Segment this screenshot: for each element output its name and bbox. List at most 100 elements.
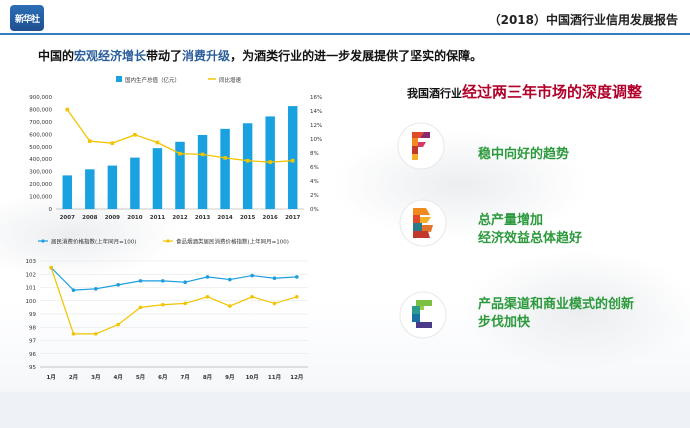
cpi-point bbox=[71, 288, 76, 292]
y2-tick-label: 2% bbox=[310, 193, 319, 199]
letter-f-mosaic-icon bbox=[397, 122, 445, 170]
x-tick-label: 11月 bbox=[268, 373, 281, 381]
feature-line: 经济效益总体趋好 bbox=[478, 231, 583, 246]
growth-point bbox=[223, 156, 227, 160]
intro-part: 中国的 bbox=[38, 49, 75, 63]
gdp-bar bbox=[107, 165, 118, 209]
y-tick-label: 800,000 bbox=[29, 107, 52, 113]
y-tick-label: 101 bbox=[26, 286, 37, 292]
food-cpi-point bbox=[161, 302, 165, 307]
y-tick-label: 600,000 bbox=[29, 132, 52, 138]
x-tick-label: 2015 bbox=[240, 215, 255, 221]
y2-tick-label: 12% bbox=[310, 123, 322, 129]
gdp-chart: 国内生产总值（亿元） 同比增速 0 100,000 200,000 300,000 40… bbox=[29, 76, 322, 221]
cpi-point bbox=[183, 280, 187, 284]
logo-text: 新华社 bbox=[14, 15, 40, 25]
y-tick-label: 700,000 bbox=[29, 120, 52, 126]
x-tick-label: 8月 bbox=[203, 373, 212, 381]
food-cpi-point bbox=[138, 305, 143, 310]
food-cpi-point bbox=[228, 304, 232, 308]
food-cpi-point bbox=[272, 301, 277, 306]
growth-point bbox=[155, 140, 160, 145]
cpi-line bbox=[50, 267, 297, 291]
cpi-point bbox=[116, 283, 120, 287]
y-tick-label: 100,000 bbox=[29, 195, 52, 201]
x-tick-label: 2014 bbox=[217, 215, 232, 221]
cpi-point bbox=[272, 276, 277, 281]
legend-label: 食品烟酒类居民消费价格指数(上年同月=100) bbox=[176, 238, 289, 246]
gdp-bar bbox=[175, 141, 185, 209]
cpi-chart: 居民消费价格指数(上年同月=100) 食品烟酒类居民消费价格指数(上年同月=10… bbox=[26, 238, 308, 381]
y-tick-label: 103 bbox=[26, 259, 37, 265]
gdp-bar bbox=[62, 175, 73, 209]
y2-tick-label: 14% bbox=[310, 109, 322, 115]
food-cpi-point bbox=[250, 294, 254, 299]
food-cpi-point bbox=[183, 301, 187, 306]
x-tick-label: 1月 bbox=[47, 373, 56, 381]
feature-line: 产品渠道和商业模式的创新 bbox=[478, 297, 635, 312]
title-rule bbox=[0, 33, 690, 35]
y-tick-label: 97 bbox=[29, 339, 36, 345]
x-tick-label: 2月 bbox=[69, 373, 78, 381]
x-tick-label: 2011 bbox=[150, 215, 165, 221]
food-cpi-point bbox=[49, 265, 53, 270]
y-tick-label: 99 bbox=[29, 312, 36, 318]
growth-point bbox=[200, 152, 205, 157]
legend-label: 居民消费价格指数(上年同月=100) bbox=[51, 238, 136, 246]
background-mist bbox=[460, 250, 690, 370]
x-tick-label: 2017 bbox=[285, 215, 300, 221]
legend-swatch bbox=[116, 76, 122, 82]
intro-part: 带动了 bbox=[146, 49, 183, 63]
food-cpi-point bbox=[71, 332, 76, 336]
food-cpi-point bbox=[94, 332, 98, 336]
growth-point bbox=[268, 160, 272, 164]
x-tick-label: 2016 bbox=[263, 215, 278, 221]
y-tick-label: 200,000 bbox=[29, 182, 52, 188]
growth-point bbox=[110, 141, 115, 145]
cpi-point bbox=[161, 279, 165, 283]
cpi-point bbox=[250, 273, 254, 278]
y2-tick-label: 10% bbox=[310, 137, 322, 143]
y-tick-label: 100 bbox=[26, 299, 37, 305]
growth-point bbox=[178, 151, 182, 156]
legend-label: 国内生产总值（亿元） bbox=[125, 76, 180, 84]
letter-c-mosaic-icon bbox=[399, 291, 447, 339]
cpi-point bbox=[205, 275, 210, 279]
food-cpi-point bbox=[295, 294, 299, 299]
intro-sentence: 中国的宏观经济增长带动了消费升级，为酒类行业的进一步发展提供了坚实的保障。 bbox=[38, 47, 482, 64]
food-cpi-point bbox=[116, 322, 120, 327]
y-tick-label: 95 bbox=[29, 365, 36, 371]
cpi-point bbox=[295, 275, 299, 279]
x-tick-label: 5月 bbox=[136, 373, 145, 381]
x-tick-label: 2007 bbox=[60, 215, 75, 221]
growth-point bbox=[88, 139, 92, 143]
x-tick-label: 10月 bbox=[246, 373, 259, 381]
y-tick-label: 102 bbox=[26, 272, 37, 278]
x-tick-label: 7月 bbox=[181, 373, 190, 381]
gdp-bar bbox=[287, 106, 298, 209]
food-cpi-point bbox=[205, 294, 210, 299]
y-tick-label: 500,000 bbox=[29, 145, 52, 151]
cpi-point bbox=[94, 287, 98, 291]
y2-tick-label: 8% bbox=[310, 151, 319, 157]
section-title: 我国酒行业经过两三年市场的深度调整 bbox=[407, 81, 642, 102]
x-tick-label: 2013 bbox=[195, 215, 210, 221]
gdp-bar bbox=[152, 148, 163, 209]
x-tick-label: 2009 bbox=[105, 215, 120, 221]
gdp-bar bbox=[85, 169, 95, 209]
legend-swatch bbox=[166, 239, 170, 243]
intro-part: ，为酒类行业的进一步发展提供了坚实的保障。 bbox=[230, 49, 483, 63]
y-tick-label: 900,000 bbox=[29, 95, 52, 101]
section-title-emphasis: 经过两三年市场的深度调整 bbox=[462, 83, 643, 101]
feature-line: 稳中向好的趋势 bbox=[478, 147, 570, 162]
intro-highlight: 宏观经济增长 bbox=[74, 49, 147, 63]
x-tick-label: 2008 bbox=[82, 215, 97, 221]
x-tick-label: 3月 bbox=[91, 373, 100, 381]
letter-b-mosaic-icon bbox=[399, 199, 447, 247]
growth-point bbox=[65, 107, 70, 112]
growth-point bbox=[290, 158, 295, 163]
feature-text: 产品渠道和商业模式的创新 步伐加快 bbox=[478, 296, 634, 332]
food-cpi-line bbox=[50, 267, 298, 335]
gdp-bar bbox=[220, 128, 230, 209]
